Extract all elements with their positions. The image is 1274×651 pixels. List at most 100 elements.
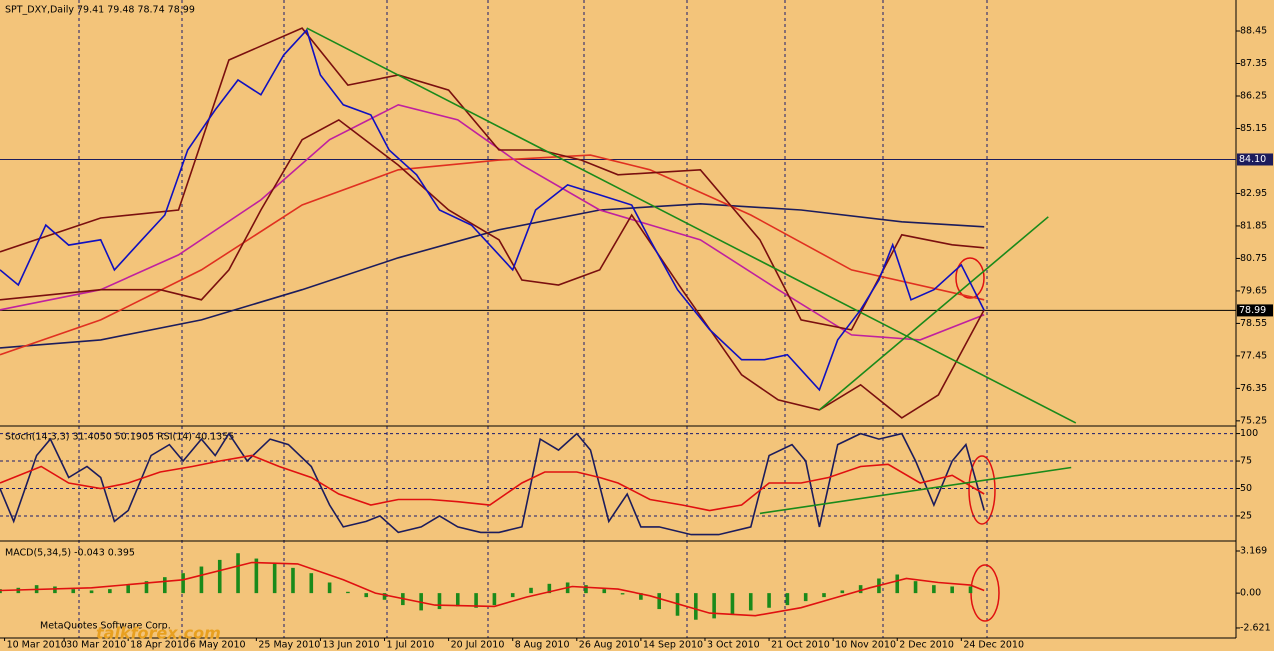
panel-title: SPT_DXY,Daily 79.41 79.48 78.74 78.99 — [5, 5, 195, 16]
macd-bar — [913, 581, 918, 594]
level-label-box — [1237, 304, 1273, 317]
x-tick-label: 18 Apr 2010 — [130, 640, 189, 651]
vertical-grid — [78, 0, 988, 638]
y-tick-label: 76.35 — [1240, 383, 1267, 394]
x-tick-label: 2 Dec 2010 — [899, 640, 954, 651]
x-tick-label: 13 Jun 2010 — [322, 640, 379, 651]
macd-bar — [547, 583, 552, 594]
level-label-box — [1237, 153, 1273, 166]
y-tick-label: 25 — [1240, 510, 1252, 521]
y-tick-label: 78.55 — [1240, 318, 1267, 329]
macd-bar — [822, 593, 826, 598]
series-line — [0, 118, 985, 419]
series-line — [0, 202, 985, 349]
macd-bar — [272, 563, 277, 594]
macd-bar — [291, 567, 295, 594]
y-tick-label: 50 — [1240, 483, 1252, 494]
macd-bar — [71, 589, 76, 594]
macd-bar — [309, 573, 314, 594]
macd-bar — [181, 573, 185, 594]
macd-bar — [89, 590, 94, 594]
highlight-ellipse — [955, 257, 985, 299]
macd-bar — [53, 586, 57, 594]
macd-bar — [858, 585, 863, 594]
macd-bar — [163, 577, 167, 594]
macd-bar — [803, 593, 808, 602]
x-tick-label: 10 Mar 2010 — [7, 640, 67, 651]
x-tick-label: 6 May 2010 — [190, 640, 246, 651]
series-line — [0, 103, 985, 341]
macd-bar — [382, 593, 387, 600]
macd-bar — [840, 590, 845, 594]
macd-bar — [748, 593, 753, 611]
macd-bar — [730, 593, 735, 615]
y-tick-label: 75 — [1240, 456, 1252, 467]
macd-bar — [602, 589, 607, 594]
y-tick-label: 79.65 — [1240, 285, 1267, 296]
series-line — [0, 561, 985, 617]
series-line — [818, 216, 1049, 411]
y-tick-label: 75.25 — [1240, 415, 1267, 426]
macd-bar — [346, 591, 350, 594]
macd-bar — [694, 593, 698, 620]
y-tick-label: 82.95 — [1240, 188, 1267, 199]
x-tick-label: 24 Dec 2010 — [963, 640, 1024, 651]
macd-bar — [474, 593, 478, 608]
x-tick-label: 30 Mar 2010 — [66, 640, 126, 651]
macd-bar — [639, 593, 643, 600]
series-line — [306, 27, 1077, 424]
macd-bar — [529, 587, 533, 594]
macd-bar — [108, 589, 112, 594]
macd-bar — [254, 558, 259, 594]
x-tick-label: 1 Jul 2010 — [387, 640, 435, 651]
level-label: 84.10 — [1239, 154, 1266, 165]
macd-bar — [199, 566, 204, 594]
macd-bar — [932, 585, 936, 594]
macd-bar — [364, 593, 369, 598]
x-tick-label: 10 Nov 2010 — [835, 640, 896, 651]
macd-bar — [620, 593, 625, 595]
level-label: 78.99 — [1239, 305, 1266, 316]
watermark: talkforex.com — [96, 624, 221, 643]
x-tick-label: 8 Aug 2010 — [515, 640, 570, 651]
series-line — [0, 154, 985, 356]
x-tick-label: 26 Aug 2010 — [579, 640, 640, 651]
panel-title: MACD(5,34,5) -0.043 0.395 — [5, 548, 135, 559]
macd-bar — [217, 559, 222, 594]
macd-bar — [785, 593, 790, 606]
macd-bar — [144, 581, 149, 594]
y-tick-label: -2.621 — [1240, 622, 1271, 633]
x-tick-label: 20 Jul 2010 — [451, 640, 505, 651]
x-tick-label: 21 Oct 2010 — [771, 640, 830, 651]
x-tick-label: 14 Sep 2010 — [643, 640, 703, 651]
y-tick-label: 86.25 — [1240, 90, 1267, 101]
y-tick-label: 100 — [1240, 428, 1258, 439]
macd-bar — [437, 593, 442, 610]
series-line — [759, 466, 1072, 515]
macd-bar — [584, 585, 588, 594]
series-line — [0, 454, 985, 512]
y-tick-label: 81.85 — [1240, 220, 1267, 231]
y-tick-label: 88.45 — [1240, 26, 1267, 37]
macd-bar — [895, 574, 900, 594]
macd-bar — [950, 586, 954, 594]
macd-bar — [767, 593, 771, 608]
y-tick-label: 87.35 — [1240, 58, 1267, 69]
macd-bar — [236, 553, 240, 594]
panel-title: Stoch(14,3,3) 31.4050 50.1905 RSI(14) 40… — [5, 432, 234, 443]
macd-bar — [492, 593, 497, 606]
series-line — [0, 432, 985, 536]
series-line — [0, 27, 985, 331]
y-tick-label: 0.00 — [1240, 588, 1261, 599]
highlight-ellipse — [970, 564, 1000, 622]
y-tick-label: 77.45 — [1240, 350, 1267, 361]
macd-bar — [327, 582, 332, 594]
y-tick-label: 3.169 — [1240, 545, 1267, 556]
x-tick-label: 3 Oct 2010 — [707, 640, 760, 651]
highlight-ellipse — [968, 455, 996, 525]
y-tick-label: 85.15 — [1240, 123, 1267, 134]
x-tick-label: 25 May 2010 — [258, 640, 320, 651]
macd-bar — [455, 593, 460, 607]
series-line — [0, 28, 985, 392]
